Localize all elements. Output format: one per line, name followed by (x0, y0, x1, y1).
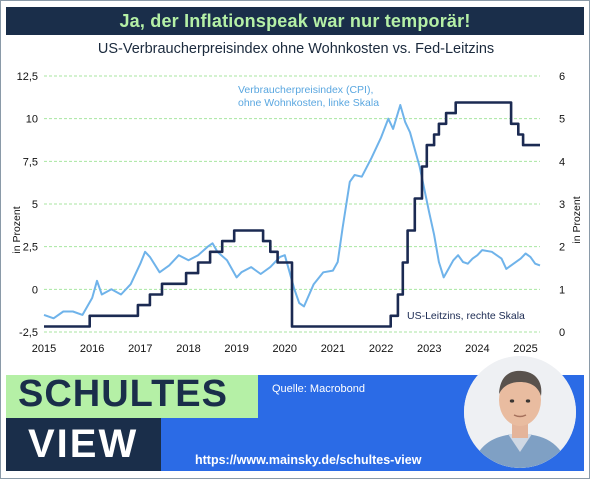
x-tick-label: 2022 (369, 343, 393, 355)
headline-banner: Ja, der Inflationspeak war nur temporär! (6, 7, 584, 35)
cpi-annotation-line2: ohne Wohnkosten, linke Skala (238, 97, 379, 109)
fed-rate-series-line (44, 101, 540, 328)
y-right-tick-label: 0 (559, 327, 565, 339)
y-right-tick-label: 1 (559, 284, 565, 296)
url-link[interactable]: https://www.mainsky.de/schultes-view (195, 453, 422, 467)
x-tick-label: 2016 (80, 343, 104, 355)
y-axis-left: 12,5 10 7,5 5 2,5 0 -2,5 (17, 71, 38, 339)
y-right-tick-label: 4 (559, 156, 565, 168)
x-axis: 2015 2016 2017 2018 2019 2020 2021 2022 2023 2024… (32, 343, 538, 355)
author-portrait (464, 356, 576, 468)
brand-top-box: SCHULTES (6, 373, 258, 418)
y-left-tick-label: 2,5 (23, 242, 38, 254)
y-left-tick-label: 10 (26, 114, 38, 126)
cpi-series-line (43, 104, 541, 320)
x-tick-label: 2019 (224, 343, 248, 355)
cpi-annotation-line1: Verbraucherpreisindex (CPI), (238, 84, 373, 96)
headline: Ja, der Inflationspeak war nur temporär! (119, 10, 471, 31)
y-left-tick-label: 5 (32, 199, 38, 211)
y-right-tick-label: 5 (559, 114, 565, 126)
y-axis-right: 6 5 4 3 2 1 0 (559, 71, 565, 339)
brand-bottom: VIEW (28, 422, 139, 466)
y-left-tick-label: -2,5 (19, 327, 38, 339)
series-lines (43, 101, 541, 328)
brand-top: SCHULTES (18, 373, 228, 415)
brand-bottom-box: VIEW (6, 418, 161, 471)
y-right-tick-label: 6 (559, 71, 565, 83)
chart-title: US-Verbraucherpreisindex ohne Wohnkosten… (97, 41, 495, 57)
x-tick-label: 2020 (273, 343, 297, 355)
x-tick-label: 2023 (417, 343, 441, 355)
x-tick-label: 2018 (176, 343, 200, 355)
footer-blue-lower (161, 418, 258, 471)
y-left-tick-label: 12,5 (17, 71, 38, 83)
y-right-tick-label: 3 (559, 199, 565, 211)
x-tick-label: 2017 (128, 343, 152, 355)
rate-annotation: US-Leitzins, rechte Skala (407, 310, 525, 322)
x-tick-label: 2024 (465, 343, 489, 355)
y-left-tick-label: 7,5 (23, 156, 38, 168)
y-axis-left-label: in Prozent (11, 206, 23, 253)
y-right-tick-label: 2 (559, 242, 565, 254)
x-tick-label: 2015 (32, 343, 56, 355)
x-tick-label: 2021 (321, 343, 345, 355)
source-note: Quelle: Macrobond (272, 383, 365, 395)
x-tick-label: 2025 (513, 343, 537, 355)
y-left-tick-label: 0 (32, 284, 38, 296)
y-axis-right-label: in Prozent (571, 196, 583, 243)
